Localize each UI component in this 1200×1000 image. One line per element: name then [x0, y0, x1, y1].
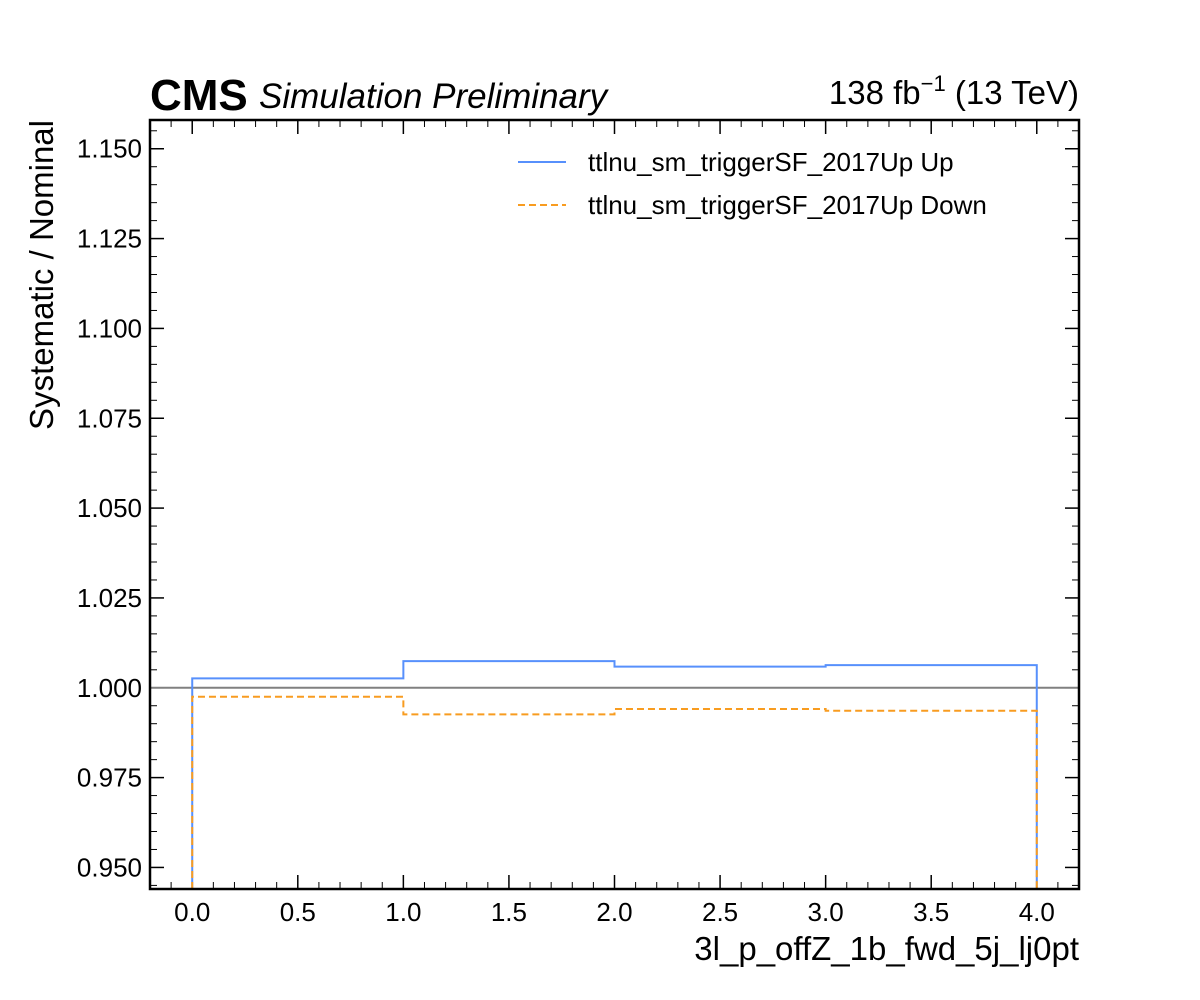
- x-tick-label: 3.5: [913, 897, 949, 927]
- energy-label: (13 TeV): [946, 74, 1079, 111]
- y-tick-label: 1.100: [77, 313, 142, 343]
- y-tick-label: 0.950: [77, 852, 142, 882]
- series-group: [150, 660, 1079, 889]
- luminosity-label: 138 fb−1 (13 TeV): [829, 71, 1079, 111]
- x-tick-label: 4.0: [1019, 897, 1055, 927]
- series-up-line: [191, 660, 1038, 889]
- x-tick-label: 3.0: [808, 897, 844, 927]
- x-tick-label: 2.0: [596, 897, 632, 927]
- y-tick-label: 1.050: [77, 493, 142, 523]
- legend: ttlnu_sm_triggerSF_2017Up Up ttlnu_sm_tr…: [518, 147, 987, 220]
- series-down-line: [191, 695, 1038, 889]
- y-tick-label: 1.125: [77, 224, 142, 254]
- experiment-label: CMS: [150, 71, 248, 120]
- status-label: Simulation Preliminary: [259, 77, 610, 116]
- luminosity-exponent: −1: [921, 71, 946, 96]
- x-tick-label: 2.5: [702, 897, 738, 927]
- axis-tick-labels: 0.0 0.5 1.0 1.5 2.0 2.5 3.0 3.5 4.0 0.950 0.975 1.0…: [77, 134, 1055, 927]
- y-axis-label: Systematic / Nominal: [23, 120, 60, 430]
- y-tick-label: 1.000: [77, 673, 142, 703]
- x-tick-label: 1.5: [491, 897, 527, 927]
- plot-frame: [148, 118, 1081, 891]
- x-tick-label: 0.0: [174, 897, 210, 927]
- x-tick-label: 0.5: [280, 897, 316, 927]
- y-tick-label: 1.025: [77, 583, 142, 613]
- legend-label-down: ttlnu_sm_triggerSF_2017Up Down: [588, 190, 987, 220]
- x-axis-label: 3l_p_offZ_1b_fwd_5j_lj0pt: [694, 930, 1079, 967]
- y-tick-label: 0.975: [77, 763, 142, 793]
- legend-label-up: ttlnu_sm_triggerSF_2017Up Up: [588, 147, 954, 177]
- y-tick-label: 1.150: [77, 134, 142, 164]
- luminosity-value: 138 fb: [829, 74, 921, 111]
- y-tick-label: 1.075: [77, 403, 142, 433]
- x-tick-label: 1.0: [385, 897, 421, 927]
